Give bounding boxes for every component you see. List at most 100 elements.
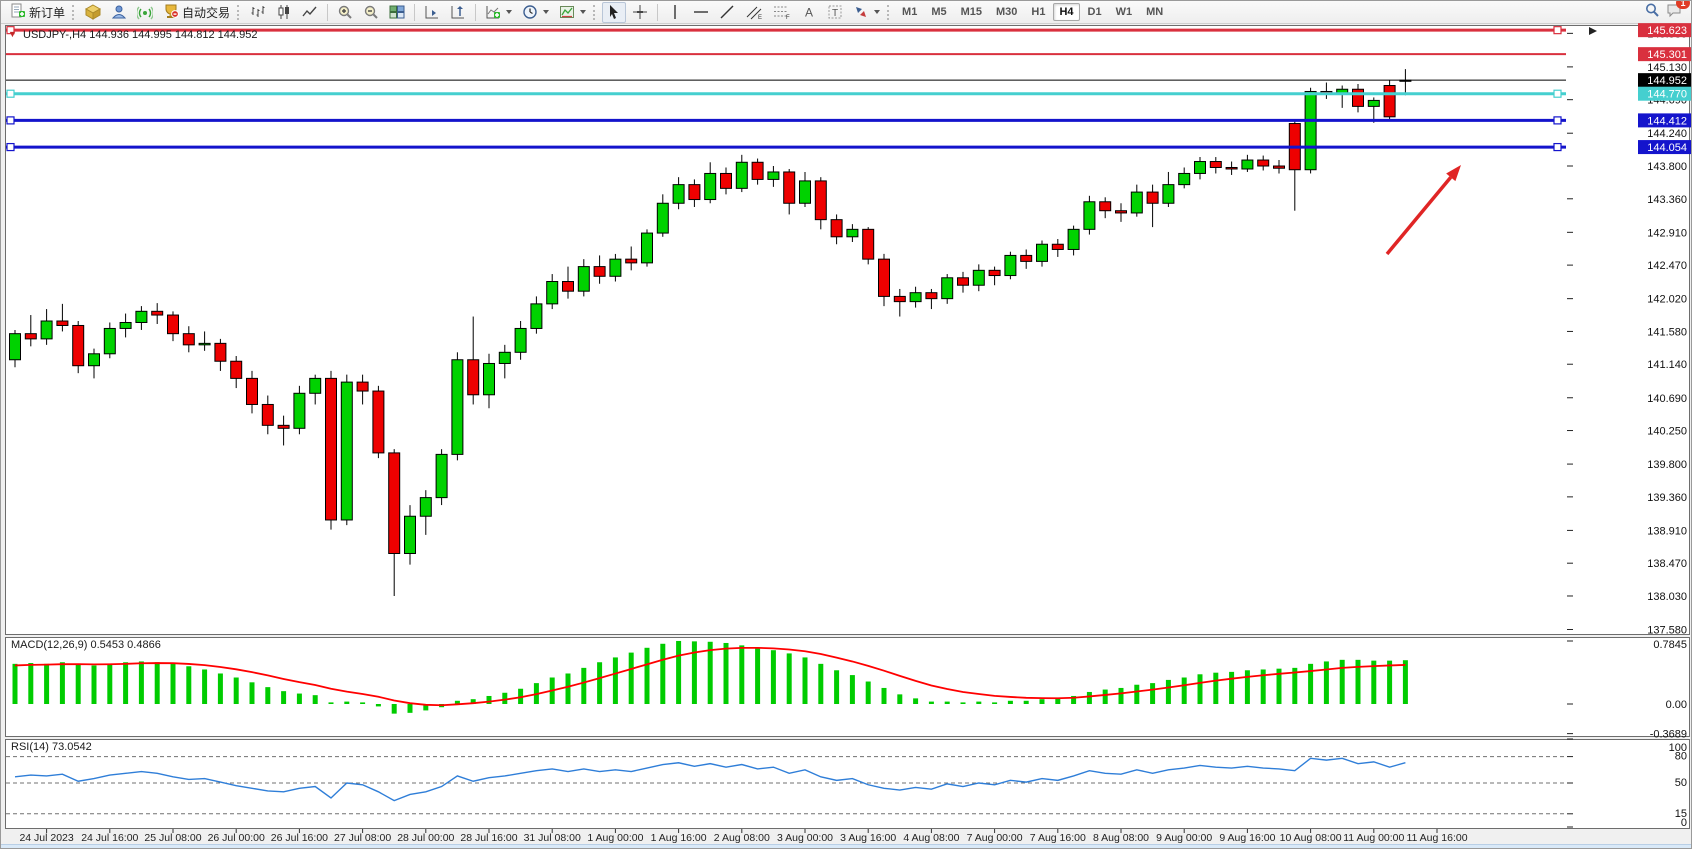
zoom-out-button[interactable] — [359, 2, 383, 23]
candle — [198, 331, 211, 351]
svg-text:144.240: 144.240 — [1647, 128, 1687, 140]
cursor-button[interactable] — [602, 1, 627, 23]
macd-panel[interactable] — [5, 637, 1690, 737]
svg-text:26 Jul 16:00: 26 Jul 16:00 — [271, 832, 328, 844]
template-button[interactable] — [555, 2, 590, 23]
macd-bar — [1118, 687, 1124, 704]
tile-windows-button[interactable] — [385, 2, 409, 23]
price-levels-layer[interactable]: 145.623 145.301 144.952 144.770 144.412 144.0… — [6, 23, 1692, 155]
tf-D1[interactable]: D1 — [1087, 6, 1102, 18]
arrows-tool[interactable] — [849, 2, 884, 23]
signal-button[interactable] — [133, 2, 157, 23]
macd-bar — [802, 657, 808, 704]
candle — [988, 266, 1001, 286]
svg-text:142.020: 142.020 — [1647, 294, 1687, 306]
notifications-button[interactable]: 1 — [1666, 1, 1690, 23]
macd-bar — [1402, 660, 1408, 704]
trendline-tool[interactable] — [715, 2, 739, 23]
svg-text:139.360: 139.360 — [1647, 492, 1687, 504]
crosshair-button[interactable] — [628, 2, 652, 23]
candle — [1320, 82, 1333, 99]
market-watch-button[interactable] — [107, 2, 131, 23]
add-indicator-icon — [486, 6, 501, 19]
auto-trading-button[interactable]: 自动交易 — [159, 3, 234, 22]
chart-corner-icon[interactable]: ▼ — [8, 29, 17, 39]
candle — [1130, 184, 1143, 217]
search-icon[interactable] — [1644, 2, 1660, 23]
candle — [1399, 69, 1412, 96]
bar-chart-button[interactable] — [246, 2, 270, 23]
arrow-annotation[interactable] — [1385, 165, 1461, 256]
svg-text:1 Aug 00:00: 1 Aug 00:00 — [587, 832, 643, 844]
candle — [735, 154, 748, 193]
hline-144.952: 144.952 — [6, 73, 1691, 88]
new-order-button[interactable]: 新订单 — [6, 3, 69, 22]
line-chart-button[interactable] — [298, 2, 322, 23]
svg-text:141.140: 141.140 — [1647, 359, 1687, 371]
candle — [1257, 155, 1270, 171]
candle — [1099, 197, 1112, 219]
macd-bar — [423, 704, 429, 711]
chart-shift-button[interactable] — [446, 2, 470, 23]
chart-window-button[interactable] — [81, 2, 105, 23]
svg-text:3 Aug 00:00: 3 Aug 00:00 — [777, 832, 833, 844]
svg-text:3 Aug 16:00: 3 Aug 16:00 — [840, 832, 896, 844]
macd-bar — [1244, 670, 1250, 704]
tf-H1[interactable]: H1 — [1031, 6, 1046, 18]
tf-M5[interactable]: M5 — [931, 6, 947, 18]
tf-M1[interactable]: M1 — [902, 6, 918, 18]
tf-MN[interactable]: MN — [1146, 6, 1164, 18]
candle — [1352, 84, 1364, 113]
candle — [435, 449, 448, 506]
svg-text:A: A — [805, 6, 813, 20]
candle — [1115, 203, 1127, 222]
macd-bar — [565, 673, 571, 704]
macd-bar — [1007, 700, 1013, 704]
tf-M15[interactable]: M15 — [960, 6, 982, 18]
candle — [1383, 80, 1396, 120]
svg-text:28 Jul 00:00: 28 Jul 00:00 — [397, 832, 454, 844]
text-tool[interactable]: A — [797, 2, 821, 23]
candle — [1020, 249, 1033, 269]
candlestick-chart-button[interactable] — [272, 2, 296, 23]
macd-bar — [202, 669, 208, 704]
channel-tool[interactable]: E — [741, 2, 767, 23]
main-chart-panel[interactable] — [5, 25, 1690, 635]
candle — [119, 313, 132, 338]
macd-bar — [1071, 695, 1077, 704]
chart-title: USDJPY-,H4 144.936 144.995 144.812 144.9… — [23, 29, 258, 41]
period-button[interactable] — [518, 2, 553, 23]
vertical-line-tool[interactable] — [663, 2, 687, 23]
svg-text:31 Jul 08:00: 31 Jul 08:00 — [524, 832, 581, 844]
macd-bar — [59, 662, 65, 704]
candle — [609, 253, 622, 282]
candle — [941, 274, 954, 304]
text-label-tool[interactable]: T — [823, 2, 847, 23]
hline-145.301: 145.301 — [6, 47, 1691, 62]
svg-text:50: 50 — [1675, 777, 1687, 789]
fibonacci-icon: F — [774, 6, 790, 20]
candle — [593, 255, 606, 284]
cursor-icon — [610, 5, 619, 19]
hline-145.623: 145.623 — [6, 23, 1691, 38]
svg-text:145.301: 145.301 — [1647, 49, 1687, 61]
fibonacci-tool[interactable]: F — [769, 2, 795, 23]
tf-M30[interactable]: M30 — [996, 6, 1018, 18]
macd-bar — [1134, 684, 1140, 704]
macd-bar — [992, 702, 998, 704]
add-indicator-button[interactable] — [481, 2, 516, 23]
candle — [419, 490, 432, 535]
candle — [230, 356, 243, 389]
zoom-in-button[interactable] — [333, 2, 357, 23]
autoscroll-button[interactable] — [420, 2, 444, 23]
macd-bar — [1039, 699, 1045, 704]
macd-bar — [344, 701, 350, 704]
horizontal-line-tool[interactable] — [689, 2, 713, 23]
toolbar-right: 1 — [1644, 1, 1690, 23]
candle — [641, 229, 653, 267]
tf-W1[interactable]: W1 — [1115, 6, 1133, 18]
template-icon — [560, 6, 575, 18]
text-a-icon: A — [805, 6, 813, 20]
tf-H4[interactable]: H4 — [1053, 3, 1080, 21]
